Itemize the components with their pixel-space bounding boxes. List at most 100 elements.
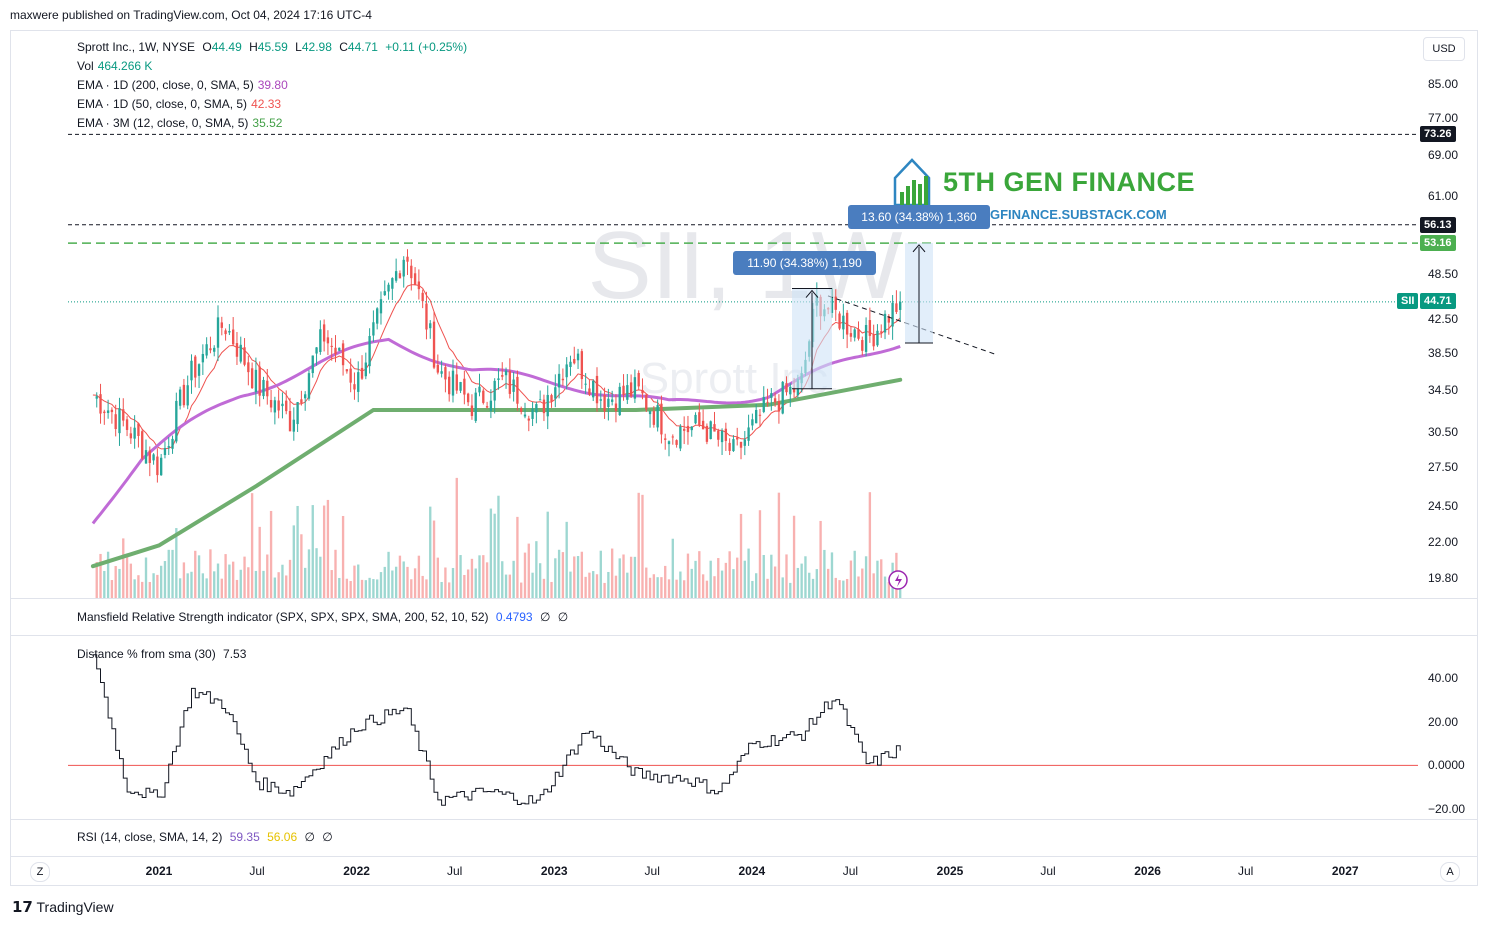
- rsi-legend[interactable]: RSI (14, close, SMA, 14, 2) 59.35 56.06 …: [77, 830, 337, 844]
- candle-body: [883, 313, 887, 333]
- volume-bar: [531, 572, 534, 598]
- auto-scale-a-button[interactable]: A: [1440, 862, 1460, 882]
- volume-bar: [338, 577, 341, 598]
- brand-url: GFINANCE.SUBSTACK.COM: [990, 207, 1167, 222]
- candle-body: [538, 399, 542, 401]
- candle-body: [645, 394, 648, 410]
- measure-label-2[interactable]: 13.60 (34.38%) 1,360: [848, 205, 990, 229]
- volume-bar: [281, 564, 284, 598]
- pane-divider[interactable]: [11, 819, 1477, 820]
- candle-body: [736, 437, 739, 440]
- vol-value: 464.266 K: [97, 59, 153, 73]
- candle-body: [455, 374, 458, 391]
- candle-body: [493, 380, 496, 401]
- volume-bar: [186, 573, 189, 598]
- candle-body: [698, 412, 701, 426]
- mansfield-label: Mansfield Relative Strength indicator (S…: [77, 610, 489, 624]
- mansfield-extra1: ∅: [539, 610, 551, 624]
- candle-body: [394, 271, 398, 281]
- volume-bar: [815, 569, 818, 598]
- candle-body: [171, 438, 174, 449]
- volume-bar: [417, 555, 421, 598]
- volume-bar: [546, 511, 549, 598]
- distance-tick-label: −20.00: [1428, 802, 1466, 816]
- ema1-legend[interactable]: EMA · 1D (200, close, 0, SMA, 5) 39.80: [77, 78, 292, 92]
- volume-legend[interactable]: Vol 464.266 K: [77, 59, 156, 73]
- volume-bar: [542, 578, 546, 598]
- chart-frame: [10, 30, 1478, 886]
- candle-body: [413, 273, 417, 286]
- candle-body: [717, 430, 720, 440]
- time-tick-label: 2022: [343, 864, 370, 878]
- close-value: 44.71: [347, 40, 378, 54]
- candle-body: [485, 406, 489, 408]
- candle-body: [220, 322, 223, 328]
- volume-bar: [766, 578, 769, 598]
- candle-body: [489, 400, 493, 411]
- volume-bar: [304, 567, 307, 598]
- pane-divider[interactable]: [11, 856, 1477, 857]
- volume-bar: [129, 563, 133, 598]
- volume-bar: [330, 570, 333, 598]
- volume-bar: [326, 499, 330, 598]
- candle-body: [436, 364, 440, 373]
- volume-bar: [432, 520, 436, 598]
- volume-bar: [497, 495, 500, 598]
- candle-body: [133, 427, 136, 439]
- candle-body: [497, 378, 500, 380]
- publisher-line: maxwere published on TradingView.com, Oc…: [10, 8, 372, 22]
- candle-body: [466, 393, 470, 403]
- ema2-value: 42.33: [251, 97, 282, 111]
- tradingview-logo[interactable]: 𝟭𝟳 TradingView: [12, 898, 114, 916]
- auto-scale-z-button[interactable]: Z: [30, 862, 50, 882]
- pane-divider[interactable]: [11, 598, 1477, 599]
- candle-body: [743, 439, 746, 446]
- ema2-legend[interactable]: EMA · 1D (50, close, 0, SMA, 5) 42.33: [77, 97, 285, 111]
- currency-button[interactable]: USD: [1423, 37, 1465, 61]
- time-tick-label: Jul: [842, 864, 859, 878]
- volume-bar: [845, 578, 849, 598]
- volume-bar: [103, 570, 106, 598]
- time-tick-label: Jul: [644, 864, 660, 878]
- candle-body: [141, 431, 144, 459]
- candle-body: [406, 256, 409, 262]
- volume-bar: [239, 569, 242, 598]
- ema2-label: EMA · 1D (50, close, 0, SMA, 5): [77, 97, 248, 111]
- candle-body: [531, 408, 534, 419]
- volume-bar: [747, 548, 750, 598]
- candle-body: [99, 394, 102, 414]
- volume-bar: [254, 570, 258, 598]
- price-tick-label: 48.50: [1428, 267, 1459, 282]
- candle-body: [876, 330, 879, 346]
- volume-bar: [698, 551, 701, 598]
- volume-bar: [637, 492, 640, 598]
- pane-divider[interactable]: [11, 635, 1477, 636]
- volume-bar: [535, 541, 538, 598]
- candle-body: [789, 386, 792, 395]
- ema3-label: EMA · 3M (12, close, 0, SMA, 5): [77, 116, 249, 130]
- mansfield-legend[interactable]: Mansfield Relative Strength indicator (S…: [77, 610, 572, 624]
- symbol-title[interactable]: Sprott Inc., 1W, NYSE: [77, 40, 196, 54]
- distance-legend[interactable]: Distance % from sma (30) 7.53: [77, 647, 250, 661]
- candle-body: [629, 382, 633, 397]
- candle-body: [402, 259, 405, 277]
- time-tick-label: Jul: [249, 864, 265, 878]
- volume-bar: [205, 578, 208, 598]
- ema1-value: 39.80: [257, 78, 288, 92]
- ema3-legend[interactable]: EMA · 3M (12, close, 0, SMA, 5) 35.52: [77, 116, 286, 130]
- candle-body: [853, 329, 856, 338]
- volume-bar: [823, 549, 826, 598]
- volume-bar: [781, 577, 784, 598]
- volume-bar: [466, 569, 470, 598]
- candle-body: [429, 323, 432, 329]
- volume-bar: [383, 566, 386, 598]
- volume-bar: [629, 556, 633, 598]
- candle-body: [213, 347, 216, 352]
- candle-body: [512, 379, 515, 392]
- measure-label-1[interactable]: 11.90 (34.38%) 1,190: [733, 251, 876, 275]
- candle-body: [739, 441, 743, 448]
- mansfield-value: 0.4793: [495, 610, 533, 624]
- volume-bar: [527, 543, 530, 598]
- volume-bar: [520, 582, 523, 598]
